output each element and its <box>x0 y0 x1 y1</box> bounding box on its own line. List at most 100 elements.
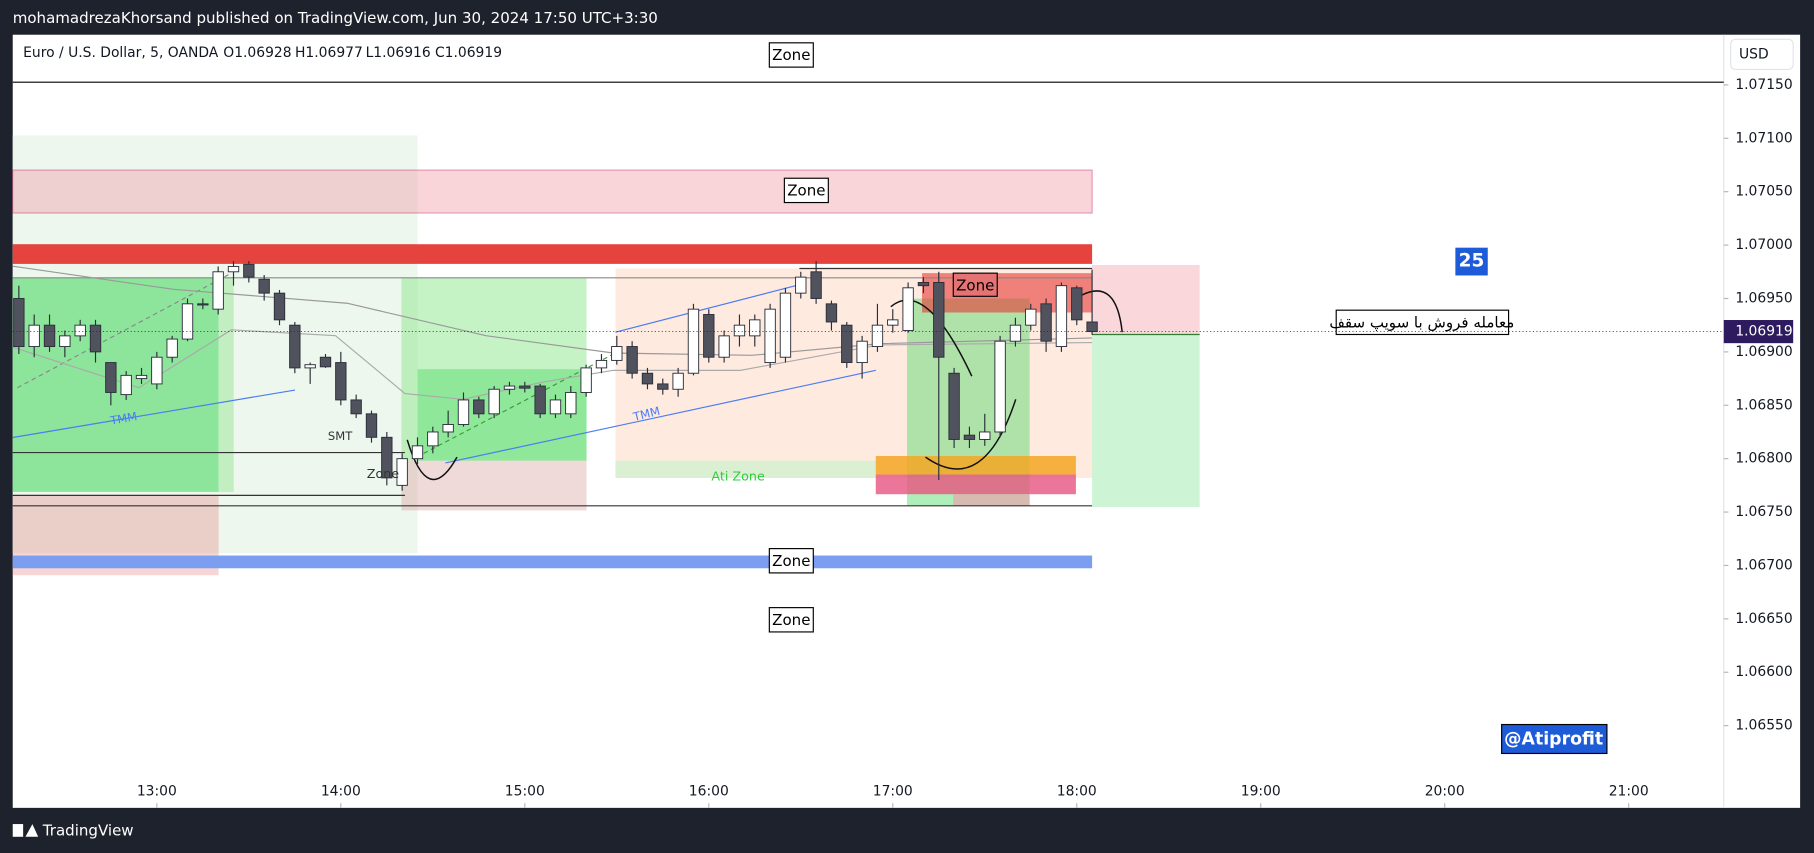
candle-body <box>473 399 485 415</box>
y-tick-label: 1.07150 <box>1735 77 1792 93</box>
candle-body <box>565 391 577 415</box>
candle-body <box>718 335 730 358</box>
currency: USD <box>1739 46 1769 62</box>
candle-body <box>442 424 454 433</box>
candle-body <box>810 271 822 299</box>
candles <box>13 261 1098 491</box>
label-box <box>768 42 814 68</box>
last-price-label: 1.06919 <box>1735 324 1792 340</box>
x-tick-label: 20:00 <box>1425 784 1465 800</box>
zone-box <box>417 369 587 461</box>
candle-body <box>764 308 776 364</box>
logo-shape <box>25 824 39 837</box>
x-tick-label: 21:00 <box>1609 784 1649 800</box>
tmm-label: TMM <box>108 409 138 428</box>
y-tick-label: 1.06900 <box>1735 344 1792 360</box>
label-box <box>1455 247 1488 276</box>
candle-body <box>381 436 393 479</box>
zone-label: Zone <box>956 276 994 294</box>
y-tick-label: 1.06700 <box>1735 557 1792 573</box>
last-price-box <box>1723 320 1794 344</box>
candle-body <box>365 413 378 438</box>
candle-body <box>243 263 255 278</box>
candle-body <box>304 364 316 369</box>
zone-box <box>875 456 1076 475</box>
ohlc-high: H1.06977 <box>295 45 363 61</box>
trend-line <box>445 369 876 464</box>
y-tick-label: 1.06850 <box>1735 397 1792 413</box>
zone-box <box>12 169 1093 214</box>
candle-body <box>825 303 838 323</box>
candle-body <box>580 367 592 393</box>
zone-label: Zone <box>367 466 400 481</box>
candle-body <box>841 324 853 364</box>
label-box <box>1335 309 1510 336</box>
label-box <box>952 272 998 297</box>
candle-body <box>856 340 868 364</box>
x-tick-label: 18:00 <box>1057 784 1097 800</box>
candle-body <box>611 346 623 361</box>
candle-body <box>396 458 408 486</box>
candle-body <box>457 399 470 425</box>
candle-body <box>89 324 102 353</box>
candle-body <box>1040 303 1052 342</box>
candle-body <box>427 431 439 447</box>
candle-body <box>319 356 332 368</box>
logo-shape <box>12 824 24 837</box>
candle-body <box>687 308 700 374</box>
candle-body <box>227 265 240 273</box>
candle-body <box>28 324 40 348</box>
y-tick-label: 1.06600 <box>1735 664 1792 680</box>
candle-body <box>963 434 976 440</box>
candle-body <box>289 324 301 369</box>
zone-box <box>12 244 1093 264</box>
y-tick-label: 1.06750 <box>1735 504 1792 520</box>
y-tick-label: 1.07050 <box>1735 184 1792 200</box>
zone-label: Zone <box>772 611 810 629</box>
label-box <box>768 548 814 574</box>
candle-body <box>749 319 761 337</box>
candle-body <box>917 282 930 287</box>
ohlc-low: L1.06916 <box>366 45 431 61</box>
x-tick-label: 16:00 <box>689 784 729 800</box>
x-tick-label: 15:00 <box>505 784 545 800</box>
candle-body <box>212 271 224 310</box>
candle-body <box>1055 285 1068 348</box>
candle-body <box>135 374 148 380</box>
y-tick-label: 1.07100 <box>1735 130 1792 146</box>
zone-box <box>12 555 1093 569</box>
candle-body <box>105 362 117 393</box>
zone-box <box>401 460 587 511</box>
zone-box <box>218 277 234 492</box>
zone-box <box>615 460 876 479</box>
x-tick-label: 19:00 <box>1241 784 1281 800</box>
trend-line <box>615 284 800 333</box>
y-tick-label: 1.06550 <box>1735 718 1792 734</box>
note: معامله فروش با سویپ سقف <box>1329 313 1514 332</box>
candle-body <box>641 372 654 385</box>
zone-label: Zone <box>772 46 810 64</box>
candle-body <box>779 292 792 358</box>
x-tick-label: 14:00 <box>321 784 361 800</box>
candle-body <box>1086 321 1098 333</box>
candle-body <box>13 298 25 348</box>
y-tick-label: 1.06950 <box>1735 290 1792 306</box>
candle-body <box>657 383 669 390</box>
candle-body <box>626 346 638 374</box>
candle-body <box>519 385 531 389</box>
tmm-label: TMM <box>631 404 662 424</box>
candle-body <box>933 282 945 358</box>
label-box <box>1501 723 1608 755</box>
arrow-curve <box>890 299 973 377</box>
label-box <box>783 177 829 204</box>
smt-label: SMT <box>328 429 353 443</box>
publisher: mohamadrezaKhorsand published on Trading… <box>13 9 658 27</box>
candle-body <box>181 303 194 340</box>
currency-button[interactable] <box>1730 38 1794 71</box>
symbol: Euro / U.S. Dollar, 5, OANDA <box>23 45 219 61</box>
zone-box <box>875 474 1076 495</box>
footer-logo <box>12 824 39 837</box>
candle-body <box>488 388 500 415</box>
